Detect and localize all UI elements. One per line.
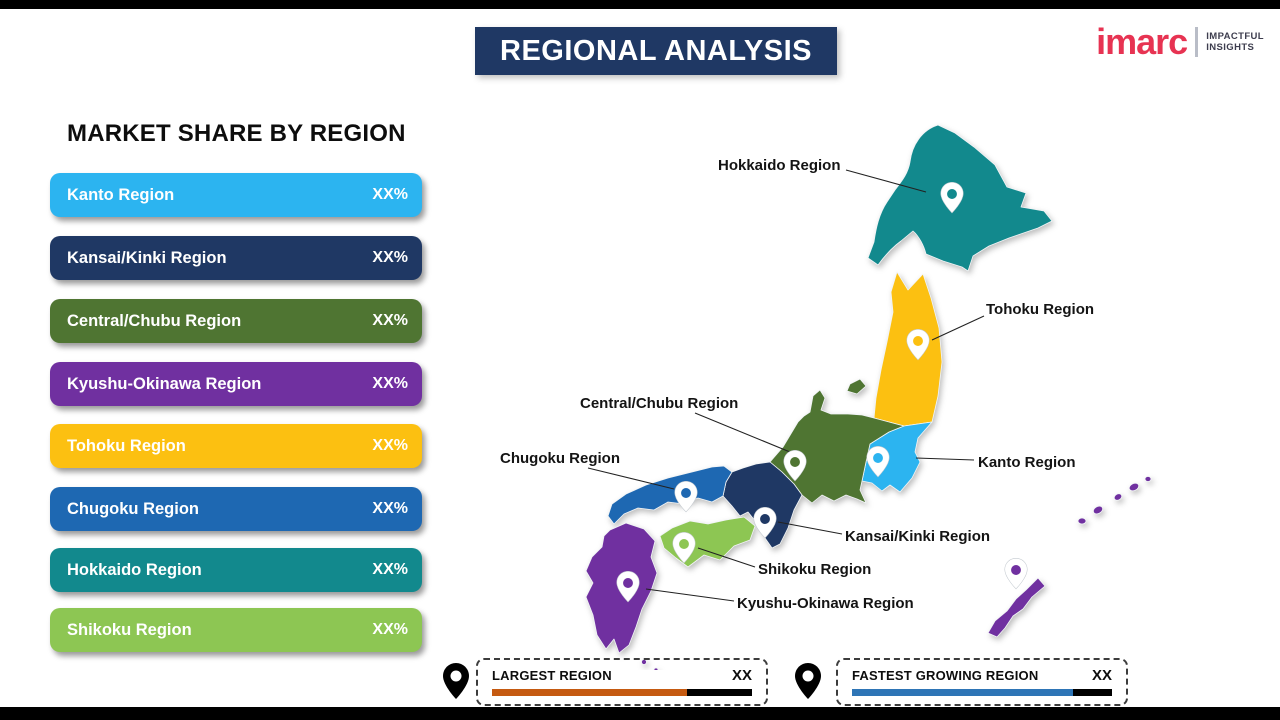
region-tohoku	[873, 271, 943, 427]
bar-label: Kyushu-Okinawa Region	[67, 374, 262, 393]
island-ryukyu-3	[1113, 493, 1123, 501]
bar-chugoku: Chugoku Region XX%	[50, 487, 422, 531]
island-ryukyu-1	[1077, 517, 1087, 525]
page-title-text: REGIONAL ANALYSIS	[500, 35, 812, 67]
legend-fastest-growing-region: FASTEST GROWING REGION XX	[836, 658, 1128, 706]
imarc-brand-text: imarc	[1096, 21, 1188, 62]
bar-value: XX%	[372, 249, 408, 266]
bar-value: XX%	[372, 437, 408, 454]
island-ryukyu-5	[1144, 476, 1152, 482]
bar-value: XX%	[372, 621, 408, 638]
leader-kanto	[915, 457, 975, 461]
island-ryukyu-2	[1092, 505, 1104, 515]
top-black-band	[0, 0, 1280, 9]
bar-value: XX%	[372, 186, 408, 203]
leader-chubu	[694, 412, 791, 453]
map-label-kansai: Kansai/Kinki Region	[845, 528, 991, 545]
logo-tagline: IMPACTFUL INSIGHTS	[1206, 31, 1264, 53]
legend-largest-label: LARGEST REGION	[492, 668, 612, 683]
pin-kanto-icon	[866, 446, 890, 478]
bar-label: Central/Chubu Region	[67, 311, 242, 330]
bar-kyushu-okinawa: Kyushu-Okinawa Region XX%	[50, 362, 422, 406]
pin-hokkaido-icon	[940, 182, 964, 214]
island-ryukyu-4	[1128, 482, 1140, 492]
leader-kansai	[777, 521, 843, 535]
logo-divider	[1195, 27, 1199, 57]
pin-okinawa-icon	[1004, 558, 1028, 590]
bar-kanto: Kanto Region XX%	[50, 173, 422, 217]
island-south-kyushu-2	[653, 667, 659, 670]
bottom-black-band	[0, 707, 1280, 720]
map-label-kyushu: Kyushu-Okinawa Region	[737, 595, 914, 612]
map-label-chubu: Central/Chubu Region	[580, 395, 739, 412]
island-sado	[846, 378, 867, 395]
bar-label: Kansai/Kinki Region	[67, 248, 227, 267]
bar-tohoku: Tohoku Region XX%	[50, 424, 422, 468]
bar-label: Shikoku Region	[67, 620, 192, 639]
japan-map-svg	[585, 124, 1152, 670]
bar-label: Chugoku Region	[67, 499, 199, 518]
region-chugoku	[607, 465, 733, 525]
bar-value: XX%	[372, 375, 408, 392]
largest-region-pin-icon	[443, 663, 469, 699]
bar-shikoku: Shikoku Region XX%	[50, 608, 422, 652]
bar-label: Kanto Region	[67, 185, 175, 204]
legend-fastest-value: XX	[1091, 667, 1112, 684]
bar-hokkaido: Hokkaido Region XX%	[50, 548, 422, 592]
legend-fastest-bar	[852, 689, 1112, 696]
imarc-logo: imarc IMPACTFUL INSIGHTS	[1096, 24, 1264, 60]
legend-largest-value: XX	[731, 667, 752, 684]
legend-largest-bar	[492, 689, 752, 696]
pin-kansai-icon	[753, 507, 777, 539]
map-label-hokkaido: Hokkaido Region	[718, 157, 841, 174]
bar-kansai: Kansai/Kinki Region XX%	[50, 236, 422, 280]
map-label-kanto: Kanto Region	[978, 454, 1076, 471]
bar-value: XX%	[372, 561, 408, 578]
pin-chugoku-icon	[674, 481, 698, 513]
legend-fastest-label: FASTEST GROWING REGION	[852, 668, 1039, 683]
leader-tohoku	[931, 315, 985, 341]
map-label-chugoku: Chugoku Region	[500, 450, 620, 467]
bar-chubu: Central/Chubu Region XX%	[50, 299, 422, 343]
leader-shikoku	[697, 547, 756, 568]
pin-chubu-icon	[783, 450, 807, 482]
leader-hokkaido	[845, 169, 927, 193]
bar-label: Tohoku Region	[67, 436, 186, 455]
map-label-tohoku: Tohoku Region	[986, 301, 1095, 318]
bar-label: Hokkaido Region	[67, 560, 202, 579]
market-share-heading: MARKET SHARE BY REGION	[67, 120, 406, 147]
page-title: REGIONAL ANALYSIS	[475, 27, 837, 75]
fastest-growing-region-pin-icon	[795, 663, 821, 699]
map-label-shikoku: Shikoku Region	[758, 561, 872, 578]
bar-value: XX%	[372, 500, 408, 517]
bar-value: XX%	[372, 312, 408, 329]
japan-map: Hokkaido Region Tohoku Region Central/Ch…	[460, 100, 1160, 670]
island-okinawa-main	[987, 577, 1046, 638]
leader-kyushu	[645, 588, 735, 602]
pin-kyushu-icon	[616, 571, 640, 603]
leader-chugoku	[587, 467, 675, 490]
pin-tohoku-icon	[906, 329, 930, 361]
legend-largest-region: LARGEST REGION XX	[476, 658, 768, 706]
pin-shikoku-icon	[672, 532, 696, 564]
